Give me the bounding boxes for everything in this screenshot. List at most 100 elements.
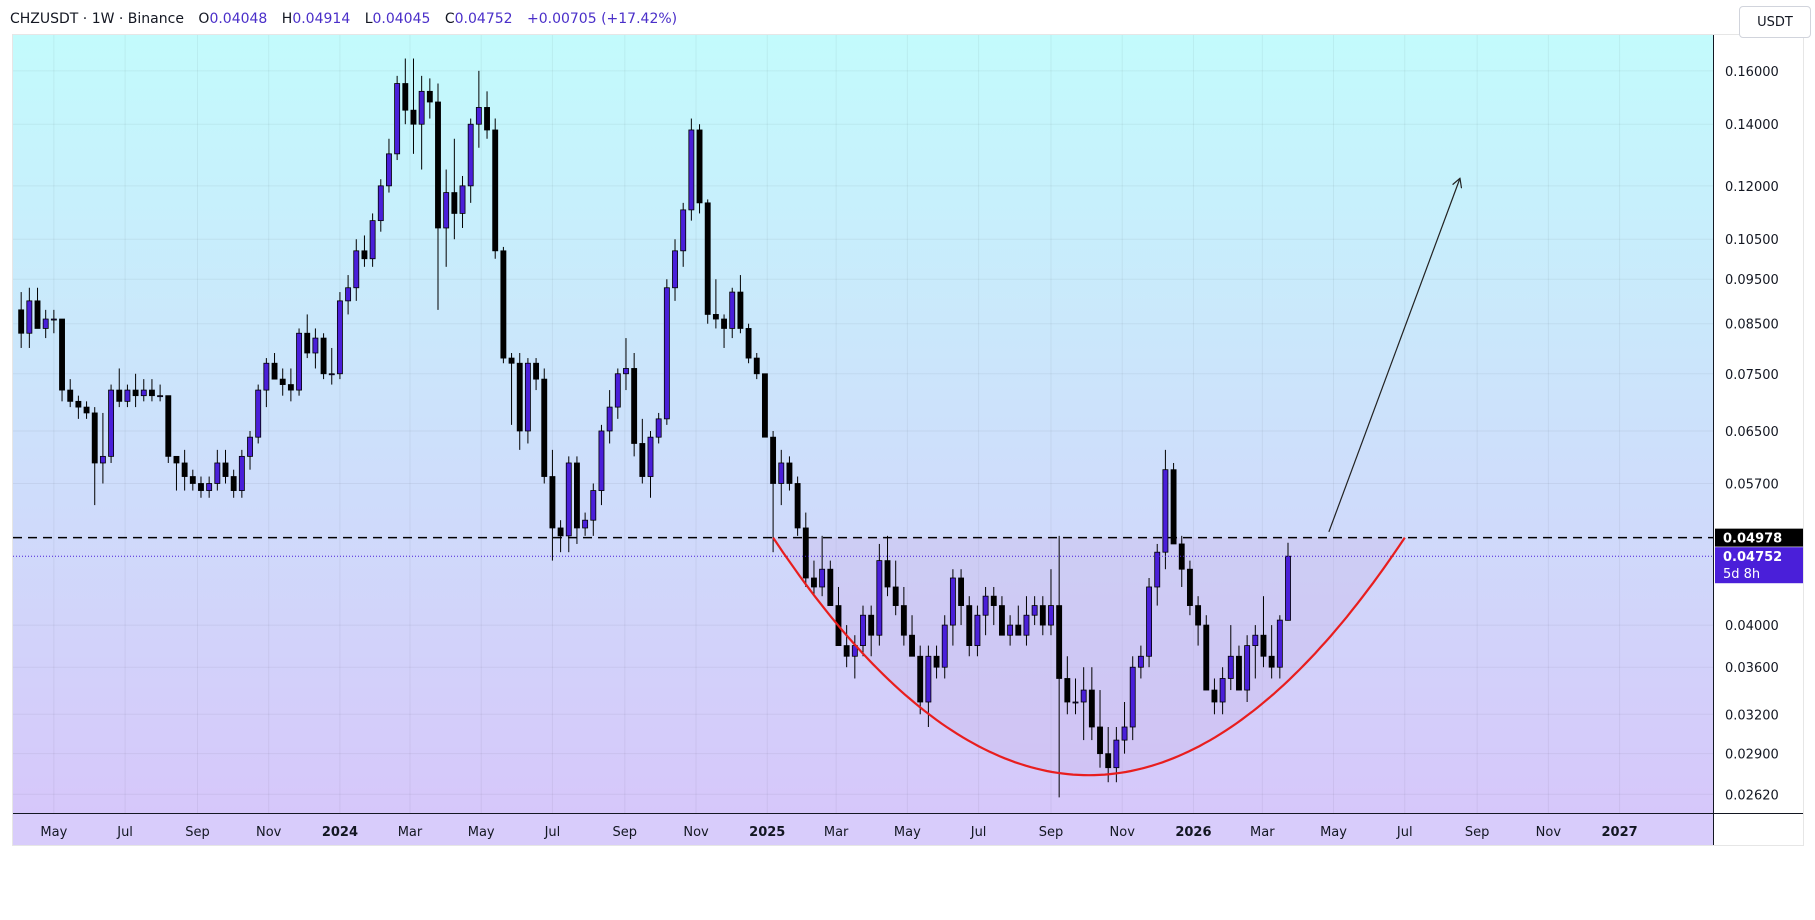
candle <box>50 309 57 334</box>
candle <box>59 318 65 402</box>
candle <box>443 169 450 267</box>
candle-body-up <box>941 624 948 668</box>
close-value: 0.04752 <box>454 11 513 27</box>
x-tick-label: May <box>1320 825 1347 840</box>
candle-body-down <box>18 309 25 334</box>
candle-body-up <box>582 519 589 529</box>
current-price-tag: 0.04752 5d 8h <box>1715 547 1803 584</box>
candle <box>524 358 531 444</box>
price-tag-label: 0.04978 <box>1723 532 1782 547</box>
candle <box>312 328 319 369</box>
candle-body-up <box>369 220 376 260</box>
x-tick-label: Nov <box>256 825 282 840</box>
candle-body-down <box>287 384 294 391</box>
resistance-price-tag: 0.04978 <box>1715 528 1803 547</box>
annotations <box>772 179 1460 777</box>
candlestick-chart[interactable]: 0.16000 0.14000 0.12000 0.10500 0.09500 0.085… <box>13 35 1804 846</box>
candle-body-down <box>549 476 556 529</box>
candle-body-down <box>304 332 311 354</box>
candles <box>18 58 1291 798</box>
time-axis[interactable]: May Jul Sep Nov 2024 Mar May Jul Sep Nov 2025 Mar Ma… <box>40 825 1637 840</box>
candle-body-up <box>418 90 425 125</box>
candle-body-down <box>712 314 719 320</box>
candle <box>1064 656 1071 715</box>
candle-body-down <box>761 373 768 438</box>
price-axis[interactable]: 0.16000 0.14000 0.12000 0.10500 0.09500 0.085… <box>1725 65 1779 803</box>
candle-body-down <box>75 400 82 408</box>
candle <box>198 476 204 498</box>
candle-body-down <box>892 586 899 606</box>
x-tick-label: 2027 <box>1601 825 1637 840</box>
candle <box>108 384 115 463</box>
candle <box>247 430 253 470</box>
candle <box>91 407 98 506</box>
x-tick-label: May <box>894 825 921 840</box>
candle-body-down <box>320 337 327 375</box>
candle <box>418 75 425 170</box>
chart-area[interactable]: 0.16000 0.14000 0.12000 0.10500 0.09500 0.085… <box>12 34 1804 846</box>
candle <box>42 309 49 339</box>
candle <box>116 368 123 408</box>
candle <box>1186 560 1193 616</box>
candle <box>1268 625 1275 679</box>
symbol-info[interactable]: CHZUSDT · 1W · Binance <box>10 11 184 27</box>
candle-body-up <box>663 287 670 420</box>
x-tick-label: May <box>468 825 495 840</box>
candle <box>394 75 401 161</box>
price-axis-background <box>1714 35 1803 845</box>
candle-body-up <box>524 362 531 432</box>
candle <box>966 596 973 657</box>
candle <box>214 449 221 491</box>
candle-body-up <box>729 291 736 329</box>
candle <box>386 138 392 193</box>
candle-body-down <box>189 476 196 484</box>
candle <box>508 352 515 425</box>
x-tick-label: 2025 <box>749 825 785 840</box>
candle-body-down <box>737 291 744 329</box>
candle <box>149 379 155 402</box>
candle <box>1203 615 1210 691</box>
candle-body-up <box>443 192 450 229</box>
candle <box>1211 678 1218 715</box>
candle <box>1244 635 1251 702</box>
candle-body-up <box>655 418 662 438</box>
x-tick-label: Nov <box>1536 825 1562 840</box>
close-label: C <box>444 11 455 27</box>
candle <box>1236 645 1242 691</box>
currency-button[interactable]: USDT <box>1739 6 1811 38</box>
candle-body-down <box>900 605 907 636</box>
candle-body-down <box>83 406 90 414</box>
x-tick-label: Mar <box>824 825 849 840</box>
candle-body-up <box>1137 655 1144 668</box>
y-tick-label: 0.09500 <box>1725 273 1779 288</box>
candle-body-down <box>402 83 409 111</box>
candle <box>189 469 196 491</box>
candle-body-up <box>614 373 621 408</box>
candle-body-down <box>1064 678 1071 703</box>
candle <box>1056 535 1063 798</box>
candle <box>353 239 360 301</box>
candle-body-down <box>484 107 490 131</box>
candle-body-down <box>999 605 1005 636</box>
candle-body-down <box>165 395 172 457</box>
candle <box>1039 596 1046 636</box>
candle-body-down <box>516 362 523 432</box>
candle-body-up <box>1276 619 1283 668</box>
candle <box>533 358 540 391</box>
candle-body-up <box>982 595 989 616</box>
candle-body-down <box>91 412 98 464</box>
candle-body-up <box>1113 739 1120 769</box>
candle-body-down <box>827 568 834 606</box>
candle-body-up <box>124 389 131 402</box>
candle <box>1031 596 1038 626</box>
candle-body-down <box>541 378 548 477</box>
candle-body-up <box>778 462 785 484</box>
candle-body-up <box>606 406 613 432</box>
candle-body-up <box>974 614 981 646</box>
candle-body-down <box>1105 753 1112 769</box>
candle <box>304 314 311 359</box>
candle <box>83 401 90 419</box>
candle-body-down <box>173 455 180 464</box>
candle <box>598 424 605 506</box>
candle <box>230 469 237 498</box>
